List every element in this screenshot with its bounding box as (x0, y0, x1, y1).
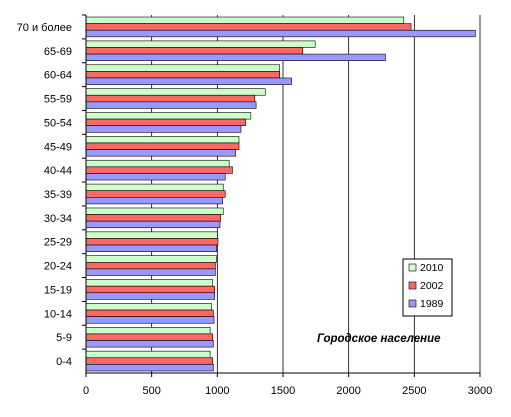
bar-2002 (85, 166, 233, 174)
category-label: 55-59 (44, 94, 72, 106)
bar-1989 (85, 268, 216, 276)
legend: 2010 2002 1989 (402, 258, 453, 317)
x-tick-label: 2500 (402, 385, 426, 397)
bar-1989 (85, 364, 214, 372)
bar-2010 (85, 40, 316, 48)
bar-2002 (85, 190, 226, 198)
x-tick-label: 2000 (336, 385, 360, 397)
bar-2010 (85, 159, 230, 168)
bar-1989 (85, 244, 217, 252)
x-tick-label: 1000 (205, 385, 229, 397)
category-label: 5-9 (56, 332, 72, 344)
category-label: 0-4 (56, 356, 72, 368)
category-label: 70 и более (17, 22, 72, 34)
bar-1989 (85, 197, 223, 205)
x-tick-label: 1500 (271, 385, 295, 397)
bar-2002 (85, 357, 214, 365)
bar-1989 (85, 173, 226, 181)
bar-2010 (85, 207, 224, 215)
legend-label-2002: 2002 (420, 280, 444, 292)
category-label: 25-29 (44, 237, 72, 249)
bar-2010 (85, 88, 266, 96)
category-label: 15-19 (44, 284, 72, 296)
bar-2002 (85, 71, 281, 79)
bar-2002 (85, 118, 246, 126)
bar-2002 (85, 261, 216, 270)
bar-2010 (85, 112, 252, 120)
category-label: 45-49 (44, 141, 72, 153)
category-label: 10-14 (44, 308, 72, 320)
bar-1989 (85, 340, 214, 348)
category-label: 50-54 (44, 117, 72, 129)
bar-2002 (85, 238, 219, 246)
bar-1989 (85, 53, 386, 61)
legend-swatch-2010 (408, 263, 417, 272)
bar-2010 (85, 183, 224, 192)
bar-2002 (85, 214, 221, 222)
x-tick-label: 500 (142, 385, 160, 397)
bar-2010 (85, 279, 214, 287)
bar-1989 (85, 316, 215, 324)
bar-2010 (85, 16, 405, 24)
bar-2010 (85, 326, 211, 335)
legend-swatch-2002 (408, 281, 417, 290)
bar-1989 (85, 292, 216, 300)
legend-swatch-1989 (408, 299, 417, 308)
bar-2002 (85, 47, 303, 55)
bar-2010 (85, 231, 218, 239)
x-tick-label: 3000 (468, 385, 492, 397)
y-tick-labels: 70 и более 65-69 60-64 55-59 50-54 45-49 40-44… (17, 14, 86, 368)
bar-2002 (85, 94, 256, 103)
bar-1989 (85, 125, 242, 133)
category-label: 20-24 (44, 261, 72, 273)
category-label: 60-64 (44, 70, 72, 82)
bar-1989 (85, 77, 292, 85)
bar-2010 (85, 350, 211, 359)
category-label: 30-34 (44, 213, 72, 225)
bar-2002 (85, 142, 240, 150)
bar-1989 (85, 101, 257, 109)
bars (85, 16, 476, 372)
category-label: 40-44 (44, 165, 72, 177)
bar-1989 (85, 220, 221, 229)
bar-2010 (85, 136, 240, 144)
bar-2002 (85, 23, 412, 31)
bar-1989 (85, 29, 476, 38)
bar-2010 (85, 64, 281, 72)
x-tick-labels: 0 500 1000 1500 2000 2500 3000 (83, 373, 492, 397)
legend-label-1989: 1989 (420, 298, 444, 310)
category-label: 35-39 (44, 189, 72, 201)
bar-2002 (85, 285, 216, 294)
bar-2002 (85, 333, 214, 341)
chart-annotation: Городское население (317, 333, 441, 345)
x-tick-label: 0 (83, 385, 89, 397)
bar-2002 (85, 309, 214, 317)
legend-label-2010: 2010 (420, 262, 444, 274)
bar-2010 (85, 255, 217, 263)
bar-1989 (85, 149, 237, 157)
bar-2010 (85, 303, 212, 311)
category-label: 65-69 (44, 46, 72, 58)
